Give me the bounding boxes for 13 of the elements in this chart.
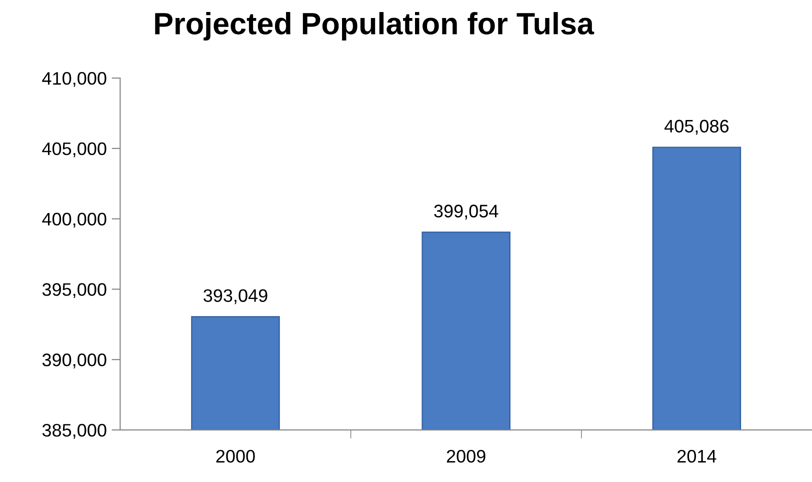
data-label: 393,049 — [204, 289, 268, 304]
x-tick-label: 2014 — [678, 450, 716, 463]
y-tick-label: 390,000 — [42, 354, 106, 368]
y-tick-label: 405,000 — [42, 142, 106, 158]
data-label: 399,054 — [434, 204, 498, 220]
y-tick-label: 410,000 — [42, 72, 106, 87]
y-tick-label: 400,000 — [42, 212, 106, 228]
y-tick-label: 385,000 — [42, 424, 106, 439]
data-label: 405,086 — [664, 120, 729, 135]
x-tick-label: 2000 — [216, 450, 255, 463]
chart-title: Projected Population for Tulsa — [155, 12, 594, 41]
y-tick-label: 395,000 — [42, 283, 106, 298]
x-tick-label: 2009 — [446, 450, 486, 463]
